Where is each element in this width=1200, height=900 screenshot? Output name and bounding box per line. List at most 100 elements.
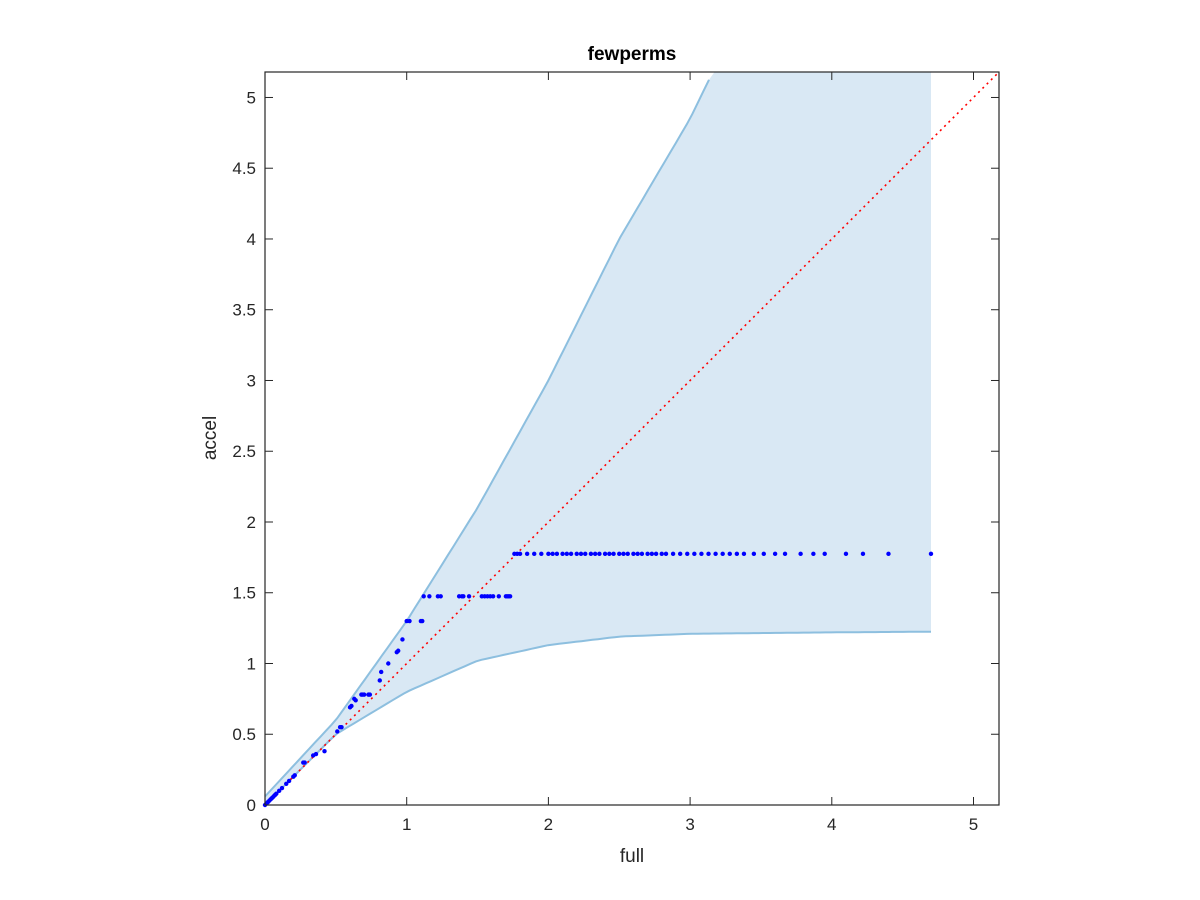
y-tick-label: 5 <box>247 88 256 107</box>
data-point <box>546 551 551 557</box>
data-point <box>395 648 401 653</box>
data-point <box>438 594 443 599</box>
data-point <box>751 551 757 557</box>
data-point <box>461 594 466 599</box>
data-point <box>400 637 405 642</box>
data-point <box>539 551 544 557</box>
data-point <box>578 551 584 557</box>
data-point <box>772 551 778 557</box>
data-point <box>617 551 622 557</box>
data-point <box>928 551 934 557</box>
data-point <box>741 551 747 557</box>
chart-title: fewperms <box>588 44 677 65</box>
data-point <box>592 551 598 557</box>
data-point <box>663 551 669 557</box>
data-point <box>560 551 565 557</box>
data-point <box>653 551 659 557</box>
x-tick-label: 2 <box>544 815 553 834</box>
data-point <box>407 618 412 624</box>
data-point <box>284 781 289 786</box>
data-point <box>564 551 570 557</box>
y-tick-label: 1.5 <box>232 584 256 603</box>
data-point <box>302 760 307 765</box>
data-point <box>761 551 766 557</box>
data-point <box>490 594 496 599</box>
data-point <box>699 551 704 557</box>
data-point <box>631 551 636 557</box>
x-tick-label: 4 <box>827 815 836 834</box>
data-point <box>625 551 630 557</box>
data-point <box>886 551 891 557</box>
data-point <box>353 698 358 703</box>
data-point <box>677 551 683 557</box>
data-point <box>524 551 530 557</box>
plot-area <box>262 71 1000 808</box>
data-point <box>782 551 788 557</box>
data-point <box>860 551 866 557</box>
data-point <box>574 551 579 557</box>
data-point <box>361 692 367 697</box>
data-point <box>621 551 626 557</box>
data-point <box>276 788 282 794</box>
data-point <box>568 551 574 557</box>
data-point <box>507 594 513 599</box>
data-point <box>335 729 340 734</box>
data-point <box>349 703 354 709</box>
y-tick-label: 3.5 <box>232 301 256 320</box>
x-axis-label: full <box>620 846 644 867</box>
data-point <box>322 749 327 754</box>
data-point <box>420 618 425 624</box>
data-point <box>720 551 725 557</box>
data-point <box>670 551 676 557</box>
data-point <box>597 551 602 557</box>
data-point <box>421 594 426 599</box>
data-point <box>588 551 594 557</box>
data-point <box>554 551 560 557</box>
data-point <box>583 551 588 557</box>
band-upper-edge <box>264 79 710 798</box>
data-point <box>602 551 608 557</box>
data-point <box>427 594 432 599</box>
data-point <box>274 791 279 796</box>
x-tick-label: 3 <box>685 815 694 834</box>
data-point <box>279 785 285 791</box>
y-tick-label: 4 <box>247 230 256 249</box>
data-point <box>685 551 690 557</box>
data-point <box>496 594 502 599</box>
data-point <box>377 678 382 683</box>
y-tick-label: 1 <box>247 654 256 673</box>
axes-box <box>264 71 1000 806</box>
data-point <box>811 551 816 557</box>
y-tick-label: 3 <box>247 371 256 390</box>
data-point <box>386 661 391 666</box>
y-tick-label: 2 <box>247 513 256 532</box>
y-tick-label: 0.5 <box>232 725 256 744</box>
data-point <box>466 594 472 599</box>
data-point <box>313 751 319 757</box>
x-tick-label: 0 <box>260 815 269 834</box>
data-point <box>639 551 645 557</box>
data-point <box>727 551 732 557</box>
y-tick-label: 2.5 <box>232 442 256 461</box>
data-point <box>645 551 650 557</box>
data-point <box>659 551 664 557</box>
y-tick-label: 0 <box>247 796 256 815</box>
band-lower-edge <box>264 630 931 806</box>
data-point <box>292 773 297 778</box>
data-point <box>822 551 827 557</box>
axes: 0 1 2 3 4 5 0 0.5 1 1.5 2 2.5 3 3.5 4 4.5 5 <box>232 71 1000 834</box>
y-axis-label: accel <box>200 416 221 460</box>
y-tick-label: 4.5 <box>232 159 256 178</box>
data-point <box>532 551 537 557</box>
reference-line <box>264 71 1000 806</box>
data-point <box>635 551 640 557</box>
data-point <box>339 724 344 730</box>
data-point <box>649 551 655 557</box>
data-point <box>286 778 292 784</box>
data-point <box>607 551 612 557</box>
data-point <box>611 551 616 557</box>
data-point <box>367 692 373 697</box>
confidence-band <box>265 72 931 805</box>
data-point <box>713 551 718 557</box>
